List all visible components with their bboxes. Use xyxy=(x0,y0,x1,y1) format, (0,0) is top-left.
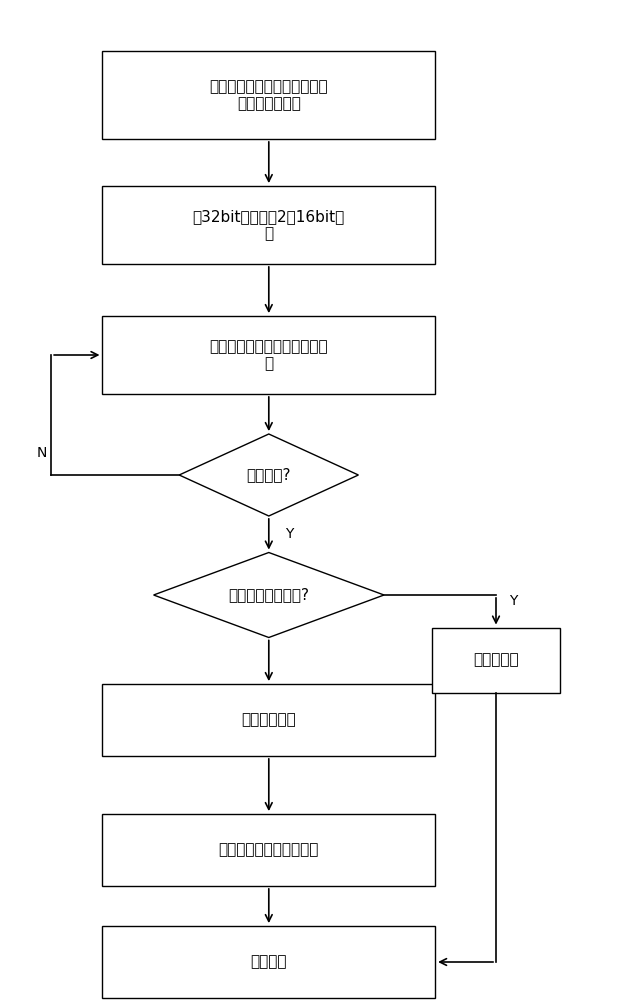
Text: 数据合并，送入数据缓存: 数据合并，送入数据缓存 xyxy=(219,842,319,857)
Bar xyxy=(102,814,435,886)
Polygon shape xyxy=(179,434,358,516)
Text: 分别送入两个译码模块进行译
码: 分别送入两个译码模块进行译 码 xyxy=(209,339,328,371)
Text: 存在不可纠正错误?: 存在不可纠正错误? xyxy=(228,587,309,602)
Bar xyxy=(432,628,560,692)
Text: Y: Y xyxy=(509,594,517,608)
Text: 译码完成?: 译码完成? xyxy=(246,468,291,483)
Text: Y: Y xyxy=(285,527,293,541)
Bar xyxy=(102,316,435,394)
Text: 从闪存控制器中顺序读出原始
数据和校验信息: 从闪存控制器中顺序读出原始 数据和校验信息 xyxy=(209,79,328,111)
Bar xyxy=(102,926,435,998)
Text: 通知管理层: 通知管理层 xyxy=(473,652,519,668)
Text: N: N xyxy=(36,446,47,460)
Bar xyxy=(102,684,435,756)
Bar xyxy=(102,186,435,264)
Polygon shape xyxy=(154,552,384,638)
Text: 将32bit数据分为2个16bit数
据: 将32bit数据分为2个16bit数 据 xyxy=(193,209,345,241)
Bar xyxy=(102,51,435,139)
Text: 纠正错误数据: 纠正错误数据 xyxy=(241,712,296,728)
Text: 译码结束: 译码结束 xyxy=(250,954,287,970)
